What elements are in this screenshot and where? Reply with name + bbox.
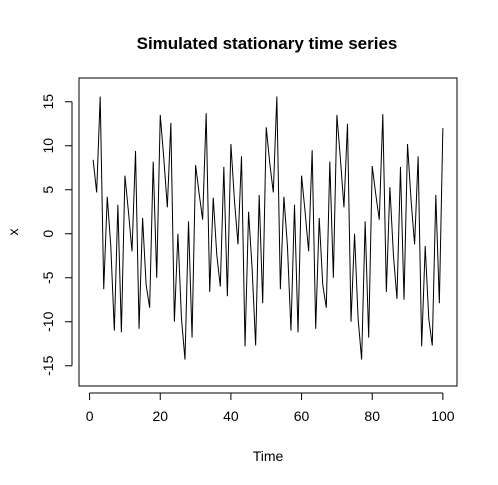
x-tick-label: 100: [431, 408, 455, 424]
x-tick-label: 20: [152, 408, 168, 424]
y-tick-label: -10: [40, 311, 56, 331]
y-tick-label: 15: [40, 94, 56, 110]
plot-frame: [79, 78, 457, 386]
series-line: [93, 96, 443, 359]
chart-title: Simulated stationary time series: [137, 34, 398, 53]
x-tick-label: 60: [294, 408, 310, 424]
x-tick-label: 80: [364, 408, 380, 424]
y-tick-label: -5: [40, 271, 56, 284]
y-tick-label: 5: [40, 186, 56, 194]
x-axis: 0 20 40 60 80 100: [86, 393, 455, 424]
y-tick-label: -15: [40, 355, 56, 375]
y-tick-label: 10: [40, 138, 56, 154]
x-tick-label: 0: [86, 408, 94, 424]
x-tick-label: 40: [223, 408, 239, 424]
y-axis: -15 -10 -5 0 5 10 15: [40, 94, 72, 376]
x-axis-label: Time: [253, 448, 284, 464]
y-tick-label: 0: [40, 230, 56, 238]
y-axis-label: x: [5, 229, 21, 236]
